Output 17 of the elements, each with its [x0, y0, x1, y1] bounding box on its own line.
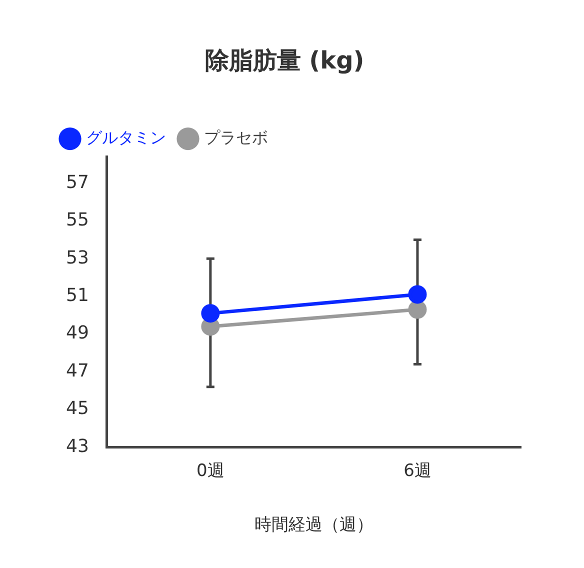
- y-tick-label: 57: [66, 172, 89, 193]
- y-tick-label: 51: [66, 285, 89, 306]
- x-tick-label: 0週: [196, 460, 224, 481]
- legend-label: プラセボ: [204, 128, 268, 147]
- y-tick-label: 55: [66, 210, 89, 231]
- point: [201, 304, 220, 323]
- point: [408, 300, 427, 319]
- y-tick-label: 53: [66, 247, 89, 268]
- y-tick-label: 43: [66, 436, 89, 457]
- point: [408, 285, 427, 304]
- y-tick-label: 49: [66, 322, 89, 344]
- y-tick-label: 47: [66, 360, 89, 382]
- x-tick-label: 6週: [404, 460, 432, 481]
- chart-title: 除脂肪量 (kg): [204, 46, 364, 75]
- x-axis-title: 時間経過（週）: [254, 515, 374, 536]
- y-tick-label: 45: [66, 398, 89, 420]
- legend-label: グルタミン: [86, 128, 166, 147]
